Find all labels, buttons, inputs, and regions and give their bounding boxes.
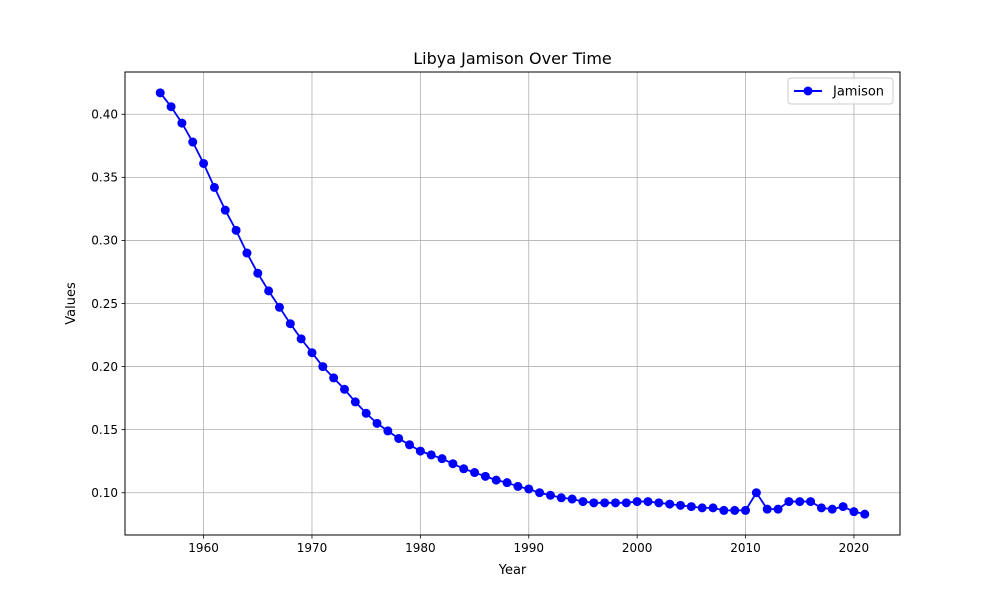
data-point xyxy=(209,182,219,192)
x-tick-label: 2000 xyxy=(622,541,653,555)
legend-box xyxy=(787,77,894,105)
data-point xyxy=(545,490,555,500)
data-point xyxy=(816,503,826,513)
data-point xyxy=(806,497,816,507)
data-point xyxy=(719,505,729,515)
data-point xyxy=(264,286,274,296)
y-tick-label: 0.10 xyxy=(91,486,118,500)
grid-lines xyxy=(125,72,900,535)
data-point xyxy=(513,481,523,491)
data-point xyxy=(437,454,447,464)
data-point xyxy=(654,498,664,508)
data-point xyxy=(676,500,686,510)
data-point xyxy=(567,494,577,504)
y-tick-label: 0.35 xyxy=(91,171,118,185)
data-point xyxy=(524,484,534,494)
data-point xyxy=(426,450,436,460)
data-point xyxy=(665,499,675,509)
data-point xyxy=(329,373,339,383)
data-point xyxy=(784,497,794,507)
data-point xyxy=(578,497,588,507)
chart-title: Libya Jamison Over Time xyxy=(413,49,612,68)
data-point xyxy=(849,507,859,517)
data-point xyxy=(470,468,480,478)
data-point xyxy=(177,118,187,128)
data-point xyxy=(502,478,512,488)
y-tick-label: 0.15 xyxy=(91,423,118,437)
data-point xyxy=(632,497,642,507)
data-point xyxy=(415,446,425,456)
data-point xyxy=(318,362,328,372)
series-layer xyxy=(155,88,870,519)
x-axis-label: Year xyxy=(498,563,527,578)
data-point xyxy=(686,502,696,512)
data-point xyxy=(751,488,761,498)
data-point xyxy=(307,348,317,358)
data-point xyxy=(708,503,718,513)
data-point xyxy=(448,459,458,469)
y-axis-label: Values xyxy=(64,282,79,325)
data-point xyxy=(827,504,837,514)
data-point xyxy=(285,319,295,329)
data-point xyxy=(643,497,653,507)
data-point xyxy=(491,475,501,485)
data-point xyxy=(697,503,707,513)
data-point xyxy=(274,302,284,312)
data-point xyxy=(296,334,306,344)
x-tick-label: 1960 xyxy=(188,541,219,555)
y-tick-label: 0.20 xyxy=(91,360,118,374)
x-tick-label: 2010 xyxy=(730,541,761,555)
data-point xyxy=(535,488,545,498)
y-tick-label: 0.25 xyxy=(91,297,118,311)
data-point xyxy=(730,505,740,515)
data-point xyxy=(394,433,404,443)
data-point xyxy=(480,471,490,481)
data-point xyxy=(188,137,198,147)
data-point xyxy=(795,497,805,507)
data-point xyxy=(405,440,415,450)
data-point xyxy=(600,498,610,508)
data-point xyxy=(350,397,360,407)
legend-marker-swatch xyxy=(803,86,813,96)
data-point xyxy=(762,504,772,514)
data-point xyxy=(253,268,263,278)
data-point xyxy=(589,498,599,508)
data-point xyxy=(621,498,631,508)
data-point xyxy=(556,493,566,503)
data-point xyxy=(459,464,469,474)
x-tick-label: 1990 xyxy=(513,541,544,555)
y-tick-label: 0.40 xyxy=(91,108,118,122)
data-point xyxy=(231,225,241,235)
data-point xyxy=(610,498,620,508)
data-point xyxy=(383,426,393,436)
data-point xyxy=(155,88,165,98)
legend-label-jamison: Jamison xyxy=(832,85,884,100)
data-point xyxy=(166,102,176,112)
data-point xyxy=(838,502,848,512)
x-tick-label: 2020 xyxy=(839,541,870,555)
data-point xyxy=(860,509,870,519)
data-point xyxy=(339,384,349,394)
legend: Jamison xyxy=(787,77,894,105)
data-point xyxy=(773,504,783,514)
data-point xyxy=(372,418,382,428)
x-tick-label: 1980 xyxy=(405,541,436,555)
data-point xyxy=(220,205,230,215)
x-tick-label: 1970 xyxy=(297,541,328,555)
axis-ticks: 1960 1970 1980 1990 2000 2010 2020 0.10 0.15 0.20… xyxy=(91,108,869,555)
data-point xyxy=(741,505,751,515)
data-point xyxy=(242,248,252,258)
y-tick-label: 0.30 xyxy=(91,234,118,248)
data-point xyxy=(361,408,371,418)
data-point xyxy=(199,158,209,168)
